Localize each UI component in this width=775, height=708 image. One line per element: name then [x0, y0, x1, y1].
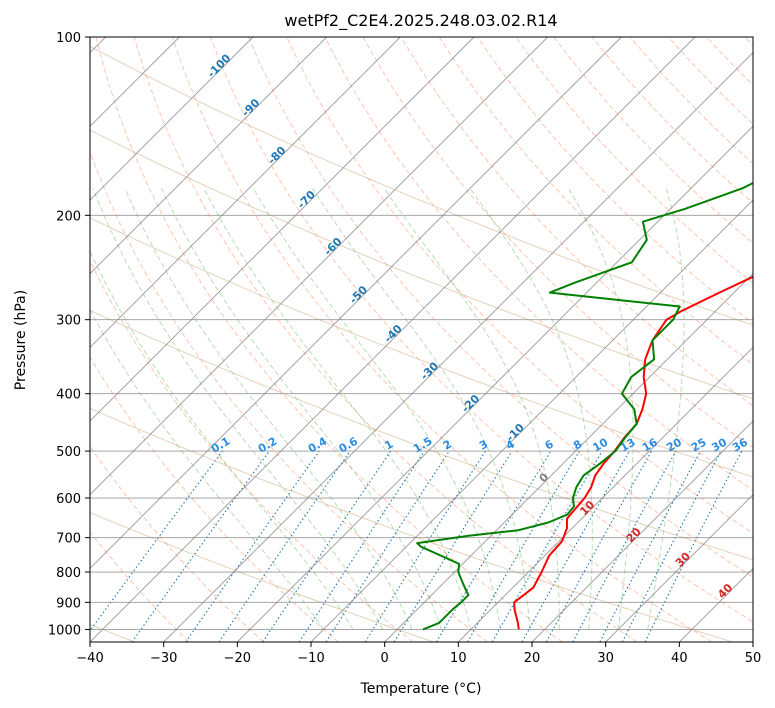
- dry-adiabat: [95, 37, 563, 642]
- reference-curve: [90, 129, 753, 400]
- x-tick-label: 40: [671, 651, 688, 666]
- isotherm-line: [90, 37, 475, 422]
- isotherm-line: [90, 37, 327, 275]
- reference-curve: [90, 217, 753, 478]
- temperature-line: [513, 275, 753, 630]
- x-tick-label: −30: [150, 651, 177, 666]
- isotherm-line: [90, 37, 622, 569]
- y-axis: 100 200 300 400 500 600 700 800 900 1000: [48, 31, 90, 638]
- isotherm-line: [90, 37, 254, 201]
- x-tick-label: 50: [745, 651, 762, 666]
- x-tick-label: 10: [450, 651, 467, 666]
- dry-adiabat: [515, 37, 753, 284]
- mixing-ratio-line: [325, 450, 450, 642]
- mixing-ratio-line: [262, 450, 392, 642]
- dry-adiabat: [400, 37, 753, 407]
- mixing-ratio-line: [185, 450, 320, 642]
- isotherm-line: [90, 37, 696, 642]
- reference-curve: [90, 309, 753, 561]
- dry-adiabat: [90, 531, 190, 642]
- y-tick-label: 700: [56, 532, 81, 547]
- isotherm-line: [384, 273, 753, 642]
- moist-adiabat: [124, 188, 413, 630]
- x-axis: −40 −30 −20 −10 0 10 20 30 40 50: [76, 642, 761, 666]
- mixing-ratio-line: [644, 450, 743, 642]
- y-tick-label: 800: [56, 566, 81, 581]
- moist-adiabat: [203, 187, 472, 630]
- background-lines: [90, 37, 753, 642]
- dry-adiabat: [133, 37, 638, 642]
- dry-adiabat: [90, 445, 264, 642]
- dry-adiabat: [210, 37, 753, 623]
- y-tick-label: 200: [56, 209, 81, 224]
- y-tick-label: 500: [56, 445, 81, 460]
- x-tick-label: 0: [381, 651, 389, 666]
- mixing-ratio-line: [521, 450, 630, 642]
- mixing-ratio-line: [572, 450, 677, 642]
- moist-adiabat: [647, 188, 685, 630]
- moist-adiabat: [312, 187, 531, 630]
- y-tick-label: 900: [56, 596, 81, 611]
- dry-adiabat: [324, 37, 753, 491]
- reference-curve: [90, 512, 434, 642]
- sounding-profiles: [416, 181, 753, 631]
- dry-adiabat: [248, 37, 753, 578]
- moist-adiabat: [161, 187, 442, 630]
- isotherm-line: [237, 125, 753, 642]
- dry-adiabat: [438, 37, 753, 366]
- dry-adiabat: [90, 356, 339, 642]
- dry-adiabat: [90, 150, 488, 642]
- mixing-ratio-line: [131, 450, 270, 642]
- x-tick-label: 30: [597, 651, 614, 666]
- x-axis-title: Temperature (°C): [360, 681, 482, 697]
- x-tick-label: 20: [524, 651, 541, 666]
- reference-curve: [90, 407, 733, 642]
- isotherm-line: [531, 420, 753, 642]
- y-axis-title: Pressure (hPa): [13, 290, 29, 390]
- mixing-ratio-line: [545, 450, 653, 642]
- moist-adiabat: [469, 187, 593, 630]
- mixing-ratio-line: [218, 450, 351, 642]
- moist-adiabat: [383, 187, 560, 630]
- y-tick-label: 300: [56, 314, 81, 329]
- isotherm-line: [605, 494, 753, 642]
- isotherm-line: [458, 346, 753, 642]
- mixing-ratio-line: [393, 450, 513, 642]
- moist-adiabat: [568, 187, 634, 630]
- x-tick-label: −20: [224, 651, 251, 666]
- isotherm-line: [90, 37, 548, 496]
- mixing-ratio-line: [298, 450, 425, 642]
- dry-adiabat: [171, 37, 712, 642]
- plot-area: [90, 37, 753, 642]
- y-tick-label: 1000: [48, 623, 81, 638]
- y-tick-label: 600: [56, 492, 81, 507]
- isotherm-line: [310, 199, 753, 642]
- dewpoint-line: [416, 181, 753, 631]
- x-tick-label: −10: [297, 651, 324, 666]
- moist-adiabat: [90, 250, 354, 630]
- x-tick-label: −40: [76, 651, 103, 666]
- isotherm-line: [163, 52, 753, 642]
- mixing-ratio-line: [90, 450, 223, 632]
- chart-title: wetPf2_C2E4.2025.248.03.02.R14: [284, 11, 557, 31]
- moist-adiabat: [92, 188, 383, 630]
- y-tick-label: 400: [56, 388, 81, 403]
- plot-frame: [89, 36, 754, 643]
- isotherm-line: [90, 37, 401, 348]
- isotherm-line: [752, 641, 753, 642]
- y-tick-label: 100: [56, 31, 81, 46]
- reference-curve: [90, 45, 753, 326]
